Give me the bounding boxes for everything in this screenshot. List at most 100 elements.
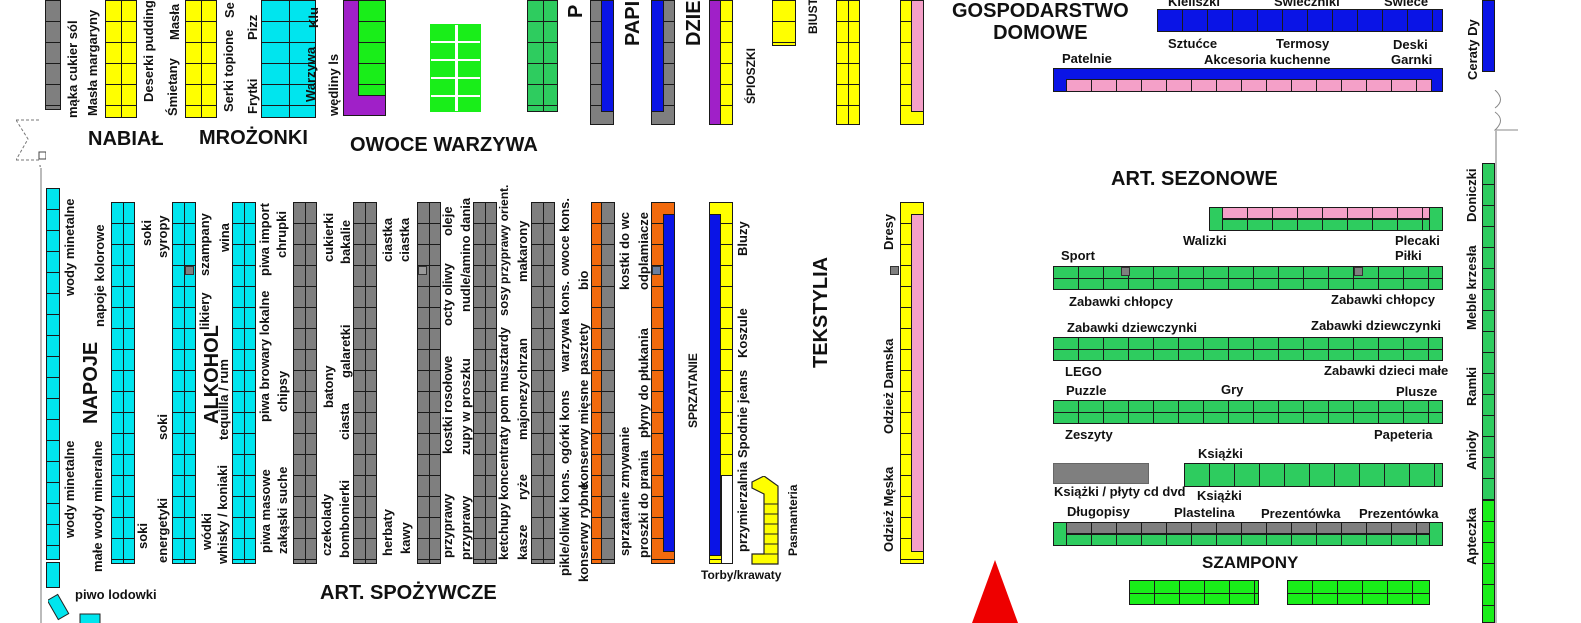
- label-soki-a: soki: [139, 219, 154, 246]
- section-sezonowe: ART. SEZONOWE: [1111, 168, 1278, 190]
- label-napoje-kolorowe: napoje kolorowe: [92, 224, 107, 327]
- label-kasze: kasze: [515, 524, 530, 560]
- label-pasmanteria: Pasmanteria: [786, 484, 800, 556]
- section-papier: PAPI: [622, 0, 644, 46]
- label-patelnie: Patelnie: [1062, 51, 1112, 66]
- shelf-nabial-1: [105, 0, 137, 118]
- label-deserki: Deserki puddingi: [141, 0, 156, 102]
- label-cukierki: cukierki: [321, 212, 336, 262]
- section-owoce: OWOCE WARZYWA: [350, 134, 538, 156]
- right-wall: [1495, 130, 1497, 623]
- label-meble: Meble krzesła: [1464, 245, 1479, 330]
- shelf-walizki-green: [1222, 219, 1430, 231]
- label-warzywa-kons: warzywa kons.: [557, 280, 572, 372]
- label-soki-b: soki: [155, 413, 170, 440]
- section-mrozonki: MROŻONKI: [199, 127, 308, 149]
- label-male-wody: małe wody mineralne: [90, 440, 105, 573]
- label-whisky: whisky / koniaki: [215, 465, 230, 564]
- label-chrupki: chrupki: [274, 211, 289, 258]
- shelf-biust: [772, 0, 796, 46]
- shelf-walizki-pink: [1222, 207, 1430, 219]
- label-syropy: syropy: [155, 215, 170, 258]
- section-napoje: NAPOJE: [80, 341, 102, 424]
- label-swiece: Świece: [1384, 0, 1429, 9]
- label-ciasta: ciasta: [337, 403, 352, 440]
- label-proszki: proszki do prania: [636, 450, 651, 558]
- label-piwo-lodowki: piwo lodowki: [75, 587, 157, 602]
- shelf-spozywcze-1: [293, 202, 317, 564]
- section-spozywcze: ART. SPOŻYWCZE: [320, 582, 497, 604]
- section-nabial: NABIAŁ: [88, 128, 164, 150]
- label-koncentraty: koncentraty pom: [496, 395, 511, 500]
- shelf-chemia-orange: [591, 202, 602, 564]
- label-konserwy-miesne: konserwy mięsne: [576, 379, 591, 488]
- label-kieliszki: Kieliszki: [1168, 0, 1221, 9]
- label-garnki: Garnki: [1391, 52, 1433, 67]
- shelf-tekstylia-2-pink: [911, 214, 924, 552]
- label-akcesoria: Akcesoria kuchenne: [1204, 52, 1331, 67]
- label-zeszyty: Zeszyty: [1065, 427, 1113, 442]
- label-ciastka-1: ciastka: [380, 217, 395, 262]
- label-spioszki: ŚPIOSZKI: [744, 47, 758, 104]
- label-nudle: nudle/amino dania: [458, 197, 473, 312]
- label-puzzle: Puzzle: [1066, 383, 1107, 398]
- label-lego: LEGO: [1065, 364, 1102, 379]
- label-przyprawy-orient: przyprawy orient.: [497, 184, 511, 284]
- shelf-napoje-1: [111, 202, 135, 564]
- section-sprzatanie: SPRZATANIE: [686, 353, 700, 428]
- label-biust: BIUST: [806, 0, 820, 34]
- label-majonezy: majonezy: [515, 380, 530, 440]
- label-frytki: Frytki: [245, 78, 260, 114]
- entrance-arrow-icon: [972, 560, 1018, 623]
- shelf-nabial-2: [185, 0, 217, 118]
- label-kostki-wc: kostki do wc: [617, 211, 632, 290]
- label-ksiazki-2: Książki: [1197, 488, 1242, 503]
- shelf-szampony-2: [1287, 580, 1430, 605]
- label-wody-min-top: wody minetalne: [62, 198, 77, 296]
- label-ciastka-2: ciastka: [397, 217, 412, 262]
- shelf-alkohol-2: [232, 202, 256, 564]
- shelf-top-pink: [911, 0, 924, 112]
- label-smietany: Śmietany: [165, 58, 180, 116]
- label-musztardy: musztardy: [496, 326, 511, 392]
- label-papeteria: Papeteria: [1374, 427, 1433, 442]
- label-torby: Torby/krawaty: [701, 568, 782, 582]
- crates-owoce: [430, 24, 481, 112]
- label-zakaski: zakąski suche: [275, 466, 290, 554]
- label-walizki: Walizki: [1183, 233, 1227, 248]
- label-maka: mąka cukier sól: [65, 20, 80, 118]
- label-ogorki: ogórki kons: [557, 390, 572, 464]
- label-zab-male: Zabawki dzieci małe: [1324, 363, 1449, 378]
- label-sport: Sport: [1061, 248, 1095, 263]
- section-tekstylia: TEKSTYLIA: [810, 256, 832, 368]
- pillar: [652, 266, 661, 275]
- label-prezentowka-2: Prezentówka: [1359, 506, 1439, 521]
- label-ryze: ryże: [515, 473, 530, 500]
- label-anioly: Anioły: [1464, 430, 1479, 470]
- shelf-spozywcze-4: [473, 202, 497, 564]
- label-konserwy-rybne: konserwy rybne: [576, 483, 591, 582]
- label-wedliny: wędliny ls: [326, 53, 341, 116]
- label-wody-min-bot: wody minetalne: [62, 440, 77, 538]
- label-plastelina: Plastelina: [1174, 505, 1235, 520]
- label-gry: Gry: [1221, 382, 1244, 397]
- shelf-top-green: [527, 0, 558, 112]
- label-sztucce: Sztućce: [1168, 36, 1218, 51]
- pillar: [890, 266, 899, 275]
- label-octy: octy oliwy: [440, 263, 455, 326]
- left-wall: [40, 168, 42, 623]
- label-tequilla: tequilla / rum: [216, 359, 231, 440]
- label-chrzan: chrzan: [515, 338, 530, 380]
- label-spodnie: Spodnie jeans: [735, 369, 750, 458]
- przymierzalnia-shelf: [750, 475, 782, 566]
- label-odplamiacze: odplamiacze: [636, 211, 651, 290]
- label-ksiazki-plyty: Książki / płyty cd dvd: [1054, 484, 1186, 499]
- shelf-owoce-inner: [358, 0, 386, 96]
- label-wina: wina: [217, 223, 232, 252]
- label-makarony: makarony: [515, 220, 530, 282]
- label-sprzatanie-zmyw: sprzątanie zmywanie: [617, 426, 632, 556]
- shelf-zabawki: [1053, 337, 1443, 361]
- shelf-sport: [1053, 266, 1443, 290]
- shelf-napoje-wall: [46, 188, 60, 560]
- pillar: [1354, 267, 1363, 276]
